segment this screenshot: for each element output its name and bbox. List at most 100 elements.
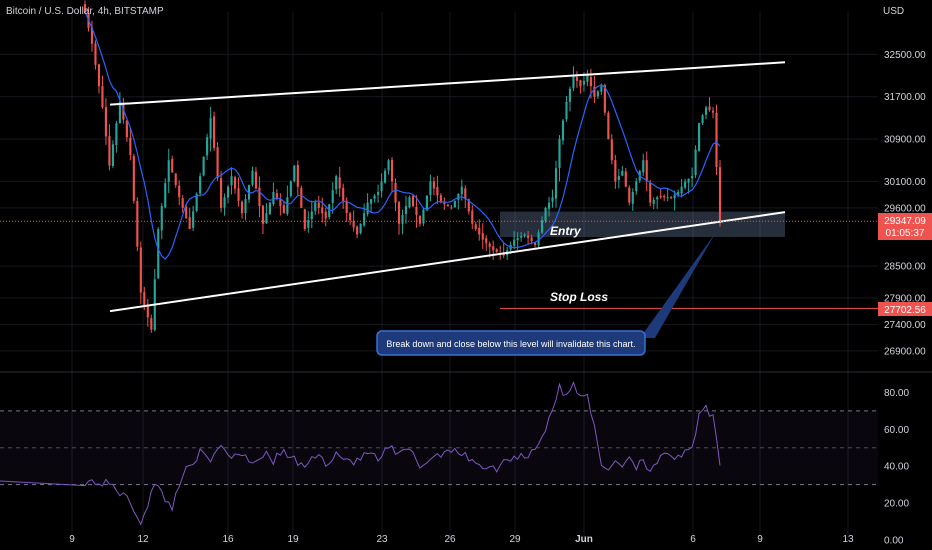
candle-body bbox=[708, 106, 711, 110]
candle-body bbox=[718, 167, 722, 222]
candle-body bbox=[143, 292, 146, 305]
time-axis[interactable]: 9 12 16 19 23 26 29 Jun 6 9 13 bbox=[69, 534, 854, 545]
current-price-value: 29347.09 bbox=[884, 216, 926, 227]
candle-body bbox=[115, 123, 118, 145]
candle-body bbox=[157, 229, 160, 279]
candle-body bbox=[534, 242, 537, 245]
candle-body bbox=[600, 86, 603, 92]
candle-body bbox=[101, 86, 104, 108]
candle-body bbox=[663, 196, 666, 198]
candle-body bbox=[624, 171, 627, 187]
candle-body bbox=[261, 205, 265, 224]
candle-body bbox=[432, 181, 435, 189]
candle-body bbox=[265, 213, 268, 224]
candle-body bbox=[485, 238, 488, 244]
upper-trendline[interactable] bbox=[109, 61, 786, 106]
candle-body bbox=[457, 193, 460, 200]
candle-body bbox=[352, 221, 355, 228]
symbol-title: Bitcoin / U.S. Dollar, 4h, BITSTAMP bbox=[6, 6, 164, 17]
candle-body bbox=[394, 182, 397, 203]
candle-body bbox=[579, 80, 582, 87]
candle-body bbox=[94, 43, 97, 65]
candle-body bbox=[97, 64, 101, 87]
candle-body bbox=[411, 195, 415, 207]
candle-body bbox=[680, 186, 683, 194]
candle-body bbox=[694, 149, 697, 176]
lower-trendline[interactable] bbox=[109, 211, 786, 313]
candle-body bbox=[527, 235, 530, 238]
candle-body bbox=[677, 192, 680, 195]
price-tick-label: 31700.00 bbox=[884, 92, 926, 103]
candle-body bbox=[303, 209, 306, 230]
candle-body bbox=[617, 176, 620, 180]
candle-body bbox=[711, 110, 715, 113]
callout-text: Break down and close below this level wi… bbox=[386, 339, 635, 349]
candle-body bbox=[209, 117, 212, 139]
candle-body bbox=[439, 195, 442, 203]
price-axis[interactable]: 32500.00 31700.00 30900.00 30100.00 29600.00… bbox=[884, 50, 926, 357]
candle-body bbox=[478, 227, 481, 235]
candle-body bbox=[656, 197, 659, 200]
candle-body bbox=[471, 210, 474, 224]
candle-body bbox=[244, 199, 247, 214]
current-price-tag: 29347.09 01:05:37 bbox=[878, 213, 932, 240]
candle-body bbox=[697, 123, 701, 152]
candle-body bbox=[614, 160, 617, 182]
price-tick-label: 27900.00 bbox=[884, 293, 926, 304]
candle-body bbox=[359, 223, 362, 234]
candle-body bbox=[237, 188, 240, 201]
candle-body bbox=[642, 160, 645, 173]
candle-body bbox=[492, 246, 495, 251]
candle-body bbox=[425, 195, 428, 211]
time-tick-label: 6 bbox=[690, 534, 696, 545]
candle-body bbox=[356, 226, 359, 235]
candle-body bbox=[226, 186, 230, 198]
candle-body bbox=[401, 214, 404, 224]
candle-body bbox=[558, 139, 561, 168]
candle-body bbox=[610, 139, 613, 161]
candle-body bbox=[481, 233, 484, 240]
time-tick-label: 12 bbox=[137, 534, 149, 545]
candle-body bbox=[345, 200, 348, 214]
candle-body bbox=[453, 200, 456, 208]
candle-body bbox=[467, 199, 470, 212]
candle-body bbox=[247, 184, 251, 200]
candle-body bbox=[150, 318, 153, 330]
candle-body bbox=[554, 168, 558, 199]
candle-body bbox=[488, 243, 491, 247]
rsi-axis[interactable]: 80.00 60.00 40.00 20.00 0.00 bbox=[884, 388, 909, 547]
candle-body bbox=[240, 201, 244, 214]
time-tick-label: 16 bbox=[222, 534, 234, 545]
candle-body bbox=[652, 199, 655, 204]
candle-body bbox=[575, 77, 579, 81]
price-tick-label: 30100.00 bbox=[884, 177, 926, 188]
candle-body bbox=[219, 178, 223, 208]
time-tick-label: 9 bbox=[757, 534, 763, 545]
callout[interactable]: Break down and close below this level wi… bbox=[376, 232, 716, 356]
entry-label: Entry bbox=[550, 224, 582, 238]
rsi-tick-label: 20.00 bbox=[884, 499, 909, 510]
stop-loss-value: 27702.56 bbox=[884, 305, 926, 316]
candle-body bbox=[408, 197, 411, 208]
candle-body bbox=[422, 209, 425, 224]
candle-body bbox=[251, 170, 254, 185]
candle-body bbox=[139, 247, 142, 293]
rsi-tick-label: 80.00 bbox=[884, 388, 909, 399]
candle-body bbox=[324, 211, 327, 219]
candle-body bbox=[125, 120, 128, 138]
candle-body bbox=[230, 176, 233, 186]
candle-body bbox=[418, 215, 422, 224]
candle-body bbox=[603, 85, 606, 113]
candle-body bbox=[272, 192, 275, 205]
candle-body bbox=[206, 137, 209, 156]
candle-body bbox=[233, 177, 237, 189]
price-tick-label: 29600.00 bbox=[884, 203, 926, 214]
candle-body bbox=[338, 177, 341, 189]
countdown-value: 01:05:37 bbox=[886, 228, 925, 239]
candle-body bbox=[513, 239, 516, 246]
candle-body bbox=[282, 205, 285, 214]
candle-body bbox=[321, 207, 324, 214]
candle-body bbox=[390, 159, 394, 182]
candle-body bbox=[540, 220, 544, 233]
